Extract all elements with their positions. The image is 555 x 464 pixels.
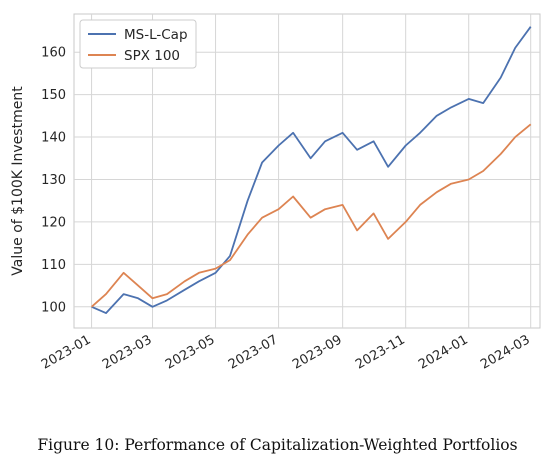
x-tick-label: 2023-05 [163,332,218,372]
y-axis-title: Value of $100K Investment [10,86,26,276]
y-tick-label: 110 [41,258,66,273]
legend: MS-L-Cap SPX 100 [79,19,197,69]
series-line-spx-100 [91,123,532,308]
y-tick-label: 130 [41,173,66,188]
y-tick-label: 100 [41,300,66,315]
x-tick-label: 2024-03 [478,332,533,372]
series-lines [91,26,532,315]
y-tick-label: 160 [41,46,66,61]
y-tick-label: 140 [41,131,66,146]
x-tick-label: 2024-01 [416,332,471,372]
x-tick-label: 2023-11 [353,332,408,372]
x-tick-label: 2023-01 [39,332,94,372]
x-tick-label: 2023-03 [100,332,155,372]
y-tick-labels: 100 110 120 130 140 150 160 [41,46,66,316]
legend-label-ms-l-cap: MS-L-Cap [124,27,188,43]
legend-label-spx-100: SPX 100 [124,48,180,64]
series-line-ms-l-cap [91,26,532,315]
x-tick-labels: 2023-01 2023-03 2023-05 2023-07 2023-09 2023-… [39,332,533,372]
x-tick-label: 2023-07 [226,332,281,372]
figure-caption: Figure 10: Performance of Capitalization… [37,436,518,454]
y-tick-label: 120 [41,215,66,230]
y-tick-label: 150 [41,88,66,103]
x-tick-label: 2023-09 [290,332,345,372]
